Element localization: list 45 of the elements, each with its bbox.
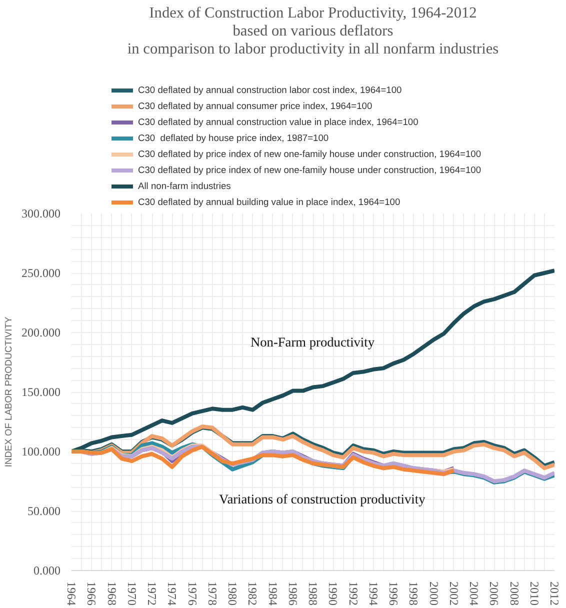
x-tick-label: 1966 [84, 582, 99, 606]
x-tick-label: 1972 [145, 582, 159, 606]
x-tick-label: 2008 [507, 582, 522, 606]
chart-title: Index of Construction Labor Productivity, 1964-2012 based on various deflators in comparison to labor productivity in all nonfarm industries [127, 4, 499, 58]
x-tick-label: 1994 [366, 582, 380, 606]
y-tick-label: 50.000 [28, 504, 60, 518]
x-tick-label: 1992 [346, 582, 360, 606]
x-tick-label: 2000 [426, 582, 441, 606]
x-tick-label: 1964 [64, 582, 78, 606]
x-tick-label: 2002 [446, 582, 461, 606]
legend-label: C30 deflated by annual consumer price index, 1964=100 [138, 100, 372, 112]
y-axis-title: INDEX OF LABOR PRODUCTIVITY [4, 316, 14, 468]
x-tick-label: 1982 [246, 582, 260, 606]
y-tick-label: 300.000 [22, 206, 60, 220]
x-tick-label: 2006 [487, 582, 502, 606]
x-tick-label: 1976 [185, 582, 200, 606]
x-tick-label: 2010 [527, 582, 542, 606]
legend-label: C30 deflated by price index of new one-family house under construction, 1964=100 [138, 148, 482, 160]
legend-label: C30 deflated by house price index, 1987=100 [138, 132, 329, 144]
y-tick-label: 200.000 [22, 326, 60, 340]
legend-label: C30 deflated by annual construction labor cost index, 1964=100 [138, 84, 402, 96]
legend-label: C30 deflated by annual construction value in place index, 1964=100 [138, 116, 418, 128]
y-tick-label: 100.000 [22, 444, 60, 458]
x-tick-label: 1980 [226, 582, 240, 606]
legend-label: C30 deflated by price index of new one-family house under construction, 1964=100 [138, 164, 482, 176]
x-tick-label: 1996 [386, 582, 400, 606]
annotation: Variations of construction productivity [219, 492, 426, 507]
x-tick-label: 1998 [406, 582, 421, 606]
x-tick-label: 1986 [286, 582, 300, 606]
x-tick-label: 1974 [165, 582, 180, 606]
x-tick-label: 1988 [306, 582, 320, 606]
x-tick-label: 1984 [266, 582, 280, 606]
legend-label: C30 deflated by annual building value in place index, 1964=100 [138, 196, 400, 208]
line-series [72, 444, 456, 476]
x-tick-label: 2004 [467, 582, 481, 606]
x-tick-label: 1990 [326, 582, 340, 606]
x-tick-label: 2012 [548, 582, 562, 606]
x-tick-label: 1978 [205, 582, 220, 606]
y-tick-label: 250.000 [22, 266, 60, 280]
annotation: Non-Farm productivity [250, 334, 375, 350]
x-tick-label: 1968 [104, 582, 119, 606]
x-tick-label: 1970 [124, 582, 139, 606]
y-tick-label: 0.000 [34, 564, 60, 578]
y-tick-label: 150.000 [22, 385, 60, 399]
legend-label: All non-farm industries [138, 180, 231, 192]
